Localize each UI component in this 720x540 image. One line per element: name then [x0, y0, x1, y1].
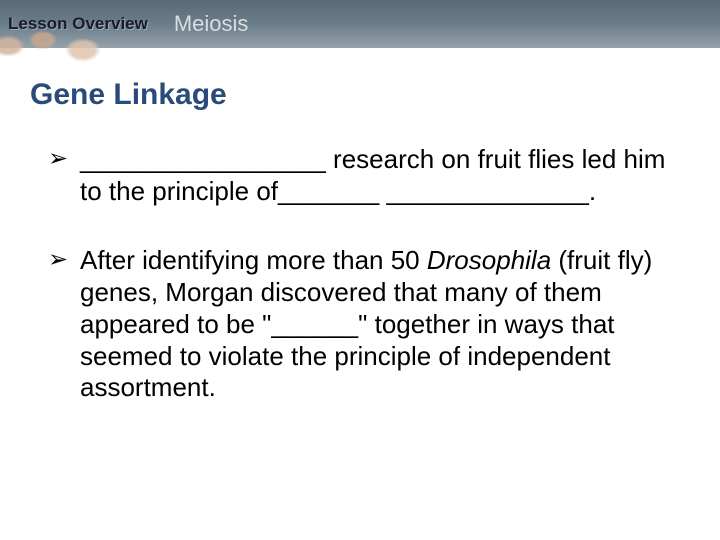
bullet-item: After identifying more than 50 Drosophil…	[52, 245, 680, 404]
slide-header: Lesson Overview Meiosis	[0, 0, 720, 48]
header-decoration	[0, 28, 118, 70]
bullet-list: _________________ research on fruit flie…	[30, 144, 680, 404]
bullet-text-prefix: After identifying more than 50	[80, 245, 427, 275]
bullet-text-italic: Drosophila	[427, 245, 551, 275]
section-title: Gene Linkage	[30, 78, 680, 112]
topic-label: Meiosis	[174, 11, 249, 37]
bullet-item: _________________ research on fruit flie…	[52, 144, 680, 207]
bullet-text: _________________ research on fruit flie…	[80, 144, 665, 206]
slide-content: Gene Linkage _________________ research …	[0, 48, 720, 404]
